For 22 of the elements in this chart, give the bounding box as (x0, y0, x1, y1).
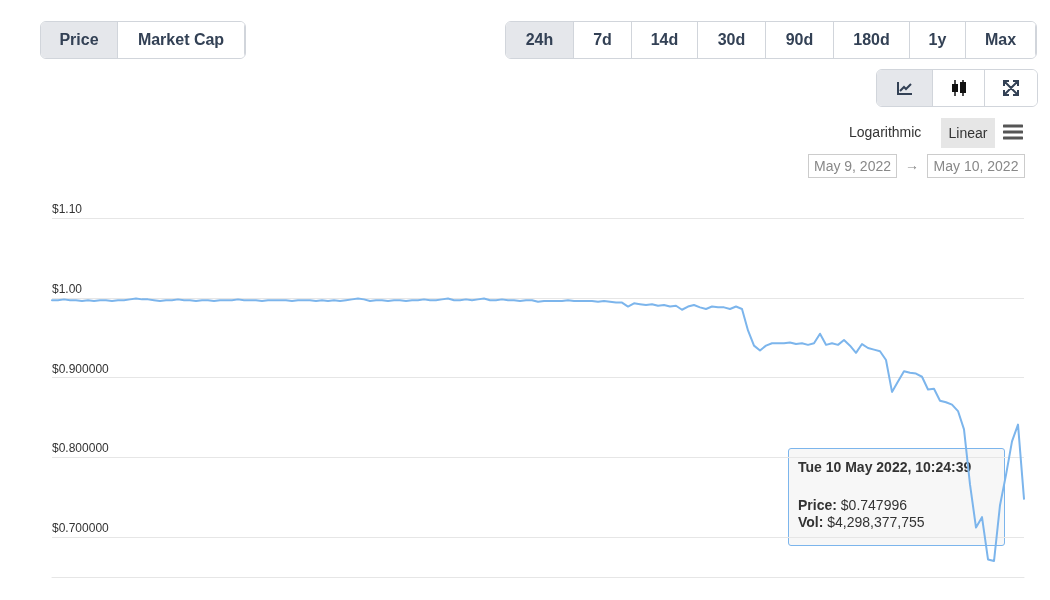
text: 180d (834, 22, 910, 58)
text: → (905, 157, 919, 173)
text: May 9, 2022 (808, 154, 897, 178)
y-tick-label: $0.900000 (52, 361, 110, 376)
y-tick-label: $1.00 (52, 281, 83, 296)
text: 7d (574, 22, 632, 58)
text: Price (41, 22, 118, 58)
text: 24h (506, 22, 574, 58)
text: Max (966, 22, 1036, 58)
text: May 10, 2022 (927, 154, 1025, 178)
text: 30d (698, 22, 766, 58)
text: 14d (632, 22, 698, 58)
text: Linear (941, 118, 995, 148)
text: 1y (910, 22, 966, 58)
text: 90d (766, 22, 834, 58)
y-tick-label: $1.10 (52, 202, 83, 216)
annotation: Price: $0.747996 (798, 497, 908, 513)
text: Logarithmic (849, 124, 922, 140)
text: Market Cap (118, 22, 245, 58)
y-tick-label: $0.800000 (52, 441, 110, 456)
y-tick-label: $0.700000 (52, 521, 110, 536)
annotation: Vol: $4,298,377,755 (798, 514, 926, 530)
